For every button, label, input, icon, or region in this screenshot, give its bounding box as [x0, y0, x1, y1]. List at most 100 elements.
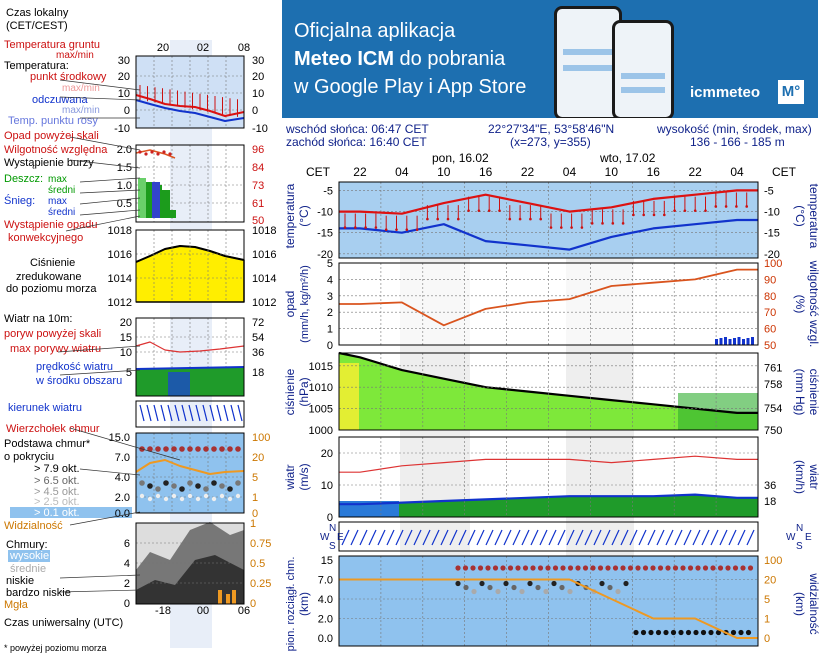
left-cloud-tick-r-0: 100	[252, 432, 270, 444]
main-temp-bar-dot-13	[477, 209, 481, 212]
legend-very-low: bardzo niskie	[6, 587, 71, 599]
main-press-tick-1: 1010	[309, 382, 333, 394]
left-cloud-top-dot-12	[235, 446, 241, 452]
left-cloud-frame	[135, 432, 245, 514]
main-cloud-top-dot-30	[680, 565, 686, 571]
legend-cov-2: > 6.5 okt.	[34, 475, 80, 487]
main-cloud-base-dot-21	[623, 580, 629, 587]
main-snow-bar-8	[751, 337, 754, 345]
left-hum-dot-5	[168, 152, 172, 156]
main-cloud-top-dot-14	[560, 565, 566, 571]
main-cloud-top-dot-20	[605, 565, 611, 571]
main-compass-s-left: S	[329, 541, 336, 552]
main-cloud-top-dot-18	[590, 565, 596, 571]
main-temp-bar-dot-15	[498, 209, 501, 212]
left-wind-arrow-7	[188, 404, 194, 422]
main-press-tick-2: 1005	[309, 404, 333, 416]
main-temp-bar-dot-30	[652, 213, 656, 217]
legend-connector-8	[79, 209, 141, 216]
left-wind-arrow-13	[230, 404, 236, 422]
left-temp-tick-0: 30	[118, 55, 130, 67]
legend-cov-1: > 7.9 okt.	[34, 463, 80, 475]
main-temp-bar-dot-37	[724, 205, 728, 208]
left-cloud-low-dot-2	[155, 493, 161, 499]
main-wind-arrow-9	[422, 529, 431, 546]
legend-connector-4	[69, 159, 141, 169]
left-cloud-top-dot-1	[147, 446, 153, 452]
main-cloud-label: pion. rozciągł. chm.	[285, 557, 297, 652]
main-cloud-base-dot-8	[519, 588, 525, 595]
main-cloud-top-dot-34	[710, 565, 716, 571]
main-cloud-top-dot-6	[500, 565, 506, 571]
left-precip-tick-3: 0.5	[117, 198, 132, 210]
main-cloud-top-dot-39	[747, 565, 754, 571]
app-banner[interactable]: Oficjalna aplikacja Meteo ICM do pobrani…	[282, 0, 818, 118]
left-temp-tick-r-0: 30	[252, 55, 264, 67]
main-cloud-low-dot-0	[633, 629, 639, 636]
left-wind-arrow-14	[237, 404, 243, 422]
main-cloud-top-dot-15	[567, 565, 574, 571]
left-cl-tick-r-4: 0	[250, 598, 256, 610]
left-cloud-top-dot-2	[155, 446, 161, 452]
left-cloud-low-dot-1	[147, 496, 153, 502]
main-humidity-line	[339, 268, 758, 327]
left-temp-tick-3: 0	[124, 105, 130, 117]
left-wind-arrow-12	[223, 404, 229, 422]
main-precip-label: opad	[283, 291, 297, 318]
left-wind-arrow-2	[153, 404, 159, 422]
main-wind-arrow-26	[575, 529, 584, 546]
legend-rain-above: Opad powyżej skali	[4, 130, 99, 142]
main-press-tick-r-3: 750	[764, 425, 782, 437]
main-temp-bar-dot-38	[735, 205, 738, 208]
main-cet-left: CET	[306, 165, 331, 179]
left-wind-arrow-5	[174, 404, 180, 422]
left-press-tick-3: 1012	[108, 297, 132, 309]
main-precip-tick-4: 1	[327, 324, 333, 336]
main-cloud-low-dot-8	[693, 629, 699, 636]
left-cloud-base-dot-6	[187, 480, 193, 486]
legend-cloud-base-1: Podstawa chmur*	[4, 438, 91, 450]
main-cloud-top-dot-21	[612, 565, 619, 571]
left-wind-frame	[135, 317, 245, 397]
left-cloud-low-dot-0	[139, 493, 145, 499]
main-temp-bar-dot-4	[384, 228, 388, 231]
legend-rain-avg: średni	[48, 185, 75, 196]
legend-felt: odczuwana	[32, 94, 89, 106]
main-cloud-base-dot-5	[495, 588, 501, 595]
left-wind-fill-blue	[168, 372, 190, 396]
legend-connector-15	[59, 574, 141, 579]
main-cloud-top-dot-16	[575, 565, 581, 571]
left-cloud-tick-2: 4.0	[115, 472, 130, 484]
main-press-label: ciśnienie	[283, 368, 297, 415]
main-temp-bar-dot-19	[539, 217, 542, 221]
main-vis-unit: (km)	[793, 592, 807, 616]
main-cloud-tick-0: 15	[321, 555, 333, 567]
left-cloud-low-dot-8	[203, 493, 209, 499]
main-press-label-r: ciśnienie	[807, 369, 820, 416]
left-fog-bar-1	[218, 590, 222, 604]
legend-maxmin-2: max/min	[62, 105, 100, 116]
main-hum-unit: (%)	[793, 295, 807, 314]
left-cloud-base-dot-4	[171, 483, 177, 489]
main-temp-frame	[338, 181, 759, 259]
main-wind-arrow-0	[341, 529, 350, 546]
main-cloud-top-dot-31	[687, 565, 694, 571]
left-pressure-frame	[135, 229, 245, 303]
main-cloud-top-dot-0	[455, 565, 461, 571]
main-cloud-top-dot-35	[717, 565, 724, 571]
legend-cloud-top: Wierzchołek chmur	[6, 423, 100, 435]
elevation-label: wysokość (min, środek, max)	[657, 122, 812, 136]
main-wind-arrow-39	[692, 529, 701, 546]
main-precip-tick-5: 0	[327, 340, 333, 352]
legend-top-tick-2: 08	[238, 42, 250, 54]
main-wind-arrow-40	[701, 529, 710, 546]
main-wind-arrow-36	[665, 529, 674, 546]
main-cloud-top-dot-7	[507, 565, 514, 571]
main-hour-tick-9: 04	[730, 165, 744, 179]
main-wind-arrow-42	[719, 529, 728, 546]
left-temp-tick-r-4: -10	[252, 123, 268, 135]
left-cloud-tick-r-4: 0	[252, 508, 258, 520]
main-snow-bar-5	[737, 337, 741, 345]
main-temp-bar-dot-29	[642, 213, 645, 217]
left-winddir-frame	[135, 400, 245, 428]
